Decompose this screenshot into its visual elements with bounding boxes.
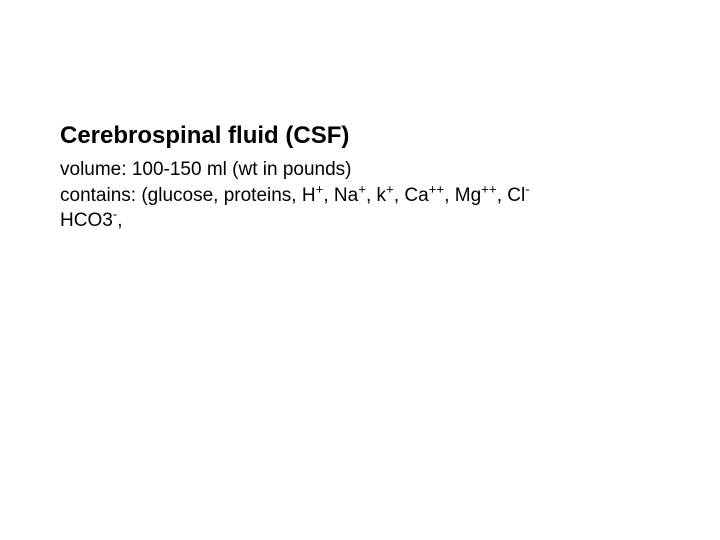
ion-sup: ++ (481, 182, 497, 197)
ion-base: Ca (404, 185, 428, 206)
ion-sup: + (386, 182, 394, 197)
ion-base: k (377, 185, 387, 206)
ion-base: Mg (455, 185, 481, 206)
contains-prefix: (glucose, proteins, (141, 185, 296, 206)
slide: Cerebrospinal fluid (CSF) volume: 100-15… (0, 0, 720, 540)
contains-line: contains: (glucose, proteins, H+, Na+, k… (60, 183, 660, 209)
ion-sup: + (358, 182, 366, 197)
ion-sup: ++ (429, 182, 445, 197)
volume-line: volume: 100-150 ml (wt in pounds) (60, 157, 660, 183)
ion-sup: + (316, 182, 324, 197)
ion-list: H+, Na+, k+, Ca++, Mg++, Cl- (302, 185, 530, 206)
ion-base: Na (334, 185, 358, 206)
slide-heading: Cerebrospinal fluid (CSF) (60, 120, 660, 151)
last-line: HCO3-, (60, 208, 660, 234)
volume-value: 100-150 ml (wt in pounds) (132, 159, 352, 180)
contains-label: contains: (60, 185, 136, 206)
volume-label: volume: (60, 159, 127, 180)
ion-base: Cl (507, 185, 525, 206)
ion-base: H (302, 185, 316, 206)
last-ion-base: HCO3 (60, 210, 113, 231)
ion-sup: - (525, 182, 529, 197)
last-line-tail: , (117, 210, 122, 231)
